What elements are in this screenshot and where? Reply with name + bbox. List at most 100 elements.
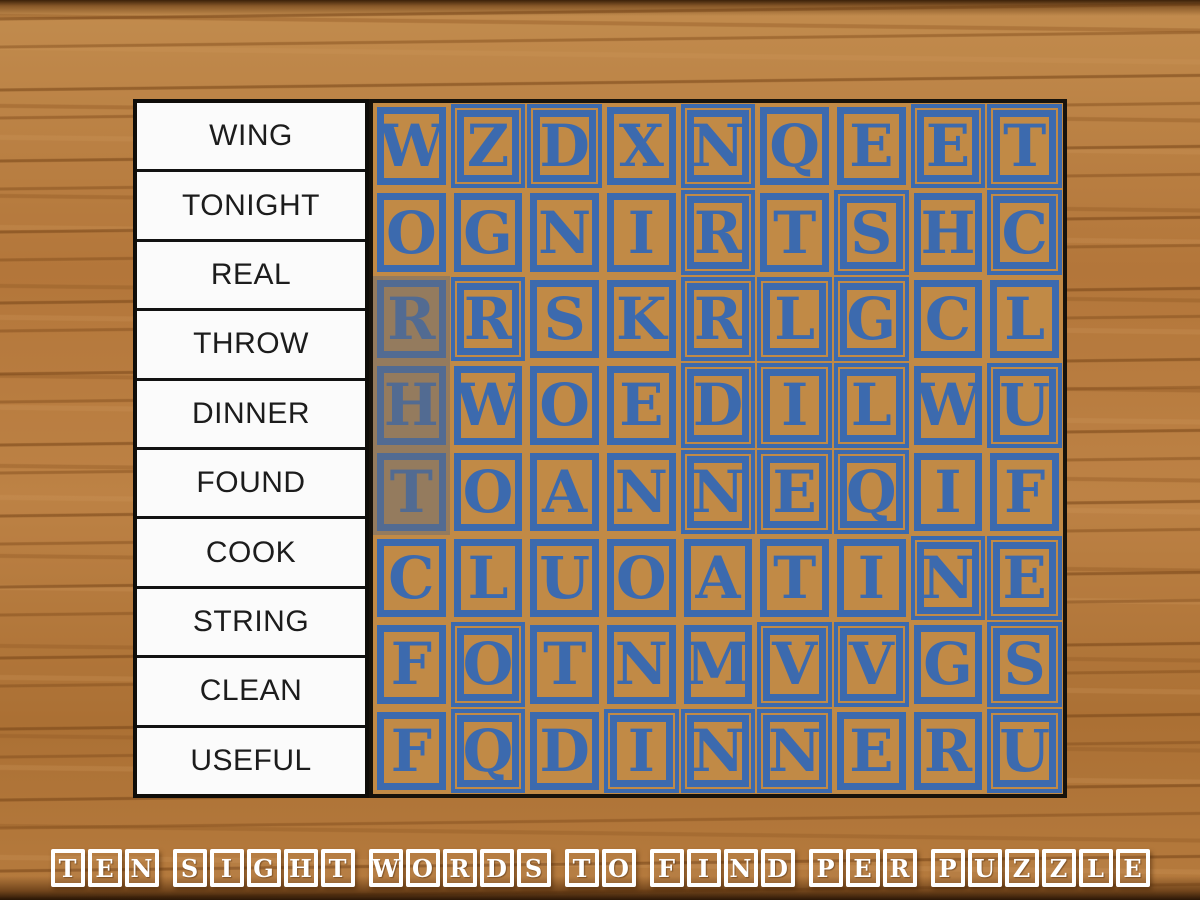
grid-cell[interactable]: W [909, 362, 987, 449]
grid-cell[interactable]: I [756, 362, 833, 449]
block-inner-frame [914, 108, 982, 185]
grid-cell[interactable]: V [832, 621, 910, 708]
grid-cell[interactable]: I [909, 448, 987, 535]
caption-letter-tile: R [882, 849, 917, 887]
grid-cell[interactable]: N [679, 103, 757, 190]
grid-cell[interactable]: O [449, 448, 527, 535]
grid-cell[interactable]: T [373, 448, 450, 535]
grid-cell[interactable]: A [679, 534, 757, 622]
grid-cell[interactable]: E [832, 103, 910, 190]
grid-cell[interactable]: X [602, 103, 680, 190]
grid-cell[interactable]: C [373, 534, 450, 622]
grid-cell[interactable]: N [602, 448, 680, 535]
grid-cell[interactable]: G [909, 621, 987, 708]
grid-cell[interactable]: D [679, 362, 757, 449]
grid-cell[interactable]: G [449, 189, 527, 276]
grid-cell[interactable]: F [986, 448, 1063, 535]
grid-letter: D [539, 716, 590, 785]
grid-cell[interactable]: L [449, 534, 527, 622]
grid-letter: G [463, 198, 513, 267]
block-inner-frame [684, 280, 752, 358]
grid-cell[interactable]: N [526, 189, 603, 276]
grid-cell[interactable]: Q [449, 707, 527, 794]
grid-letter: O [386, 198, 437, 267]
grid-cell[interactable]: G [832, 275, 910, 363]
caption-letter-tile: I [686, 849, 721, 887]
word-list-item: THROW [137, 311, 365, 378]
grid-cell[interactable]: R [679, 275, 757, 363]
letter-grid: WZDXNQEETOGNIRTSHCRRSKRLGCLHWOEDILWUTOAN… [369, 99, 1067, 798]
grid-cell[interactable]: O [449, 621, 527, 708]
grid-cell[interactable]: L [756, 275, 833, 363]
grid-cell[interactable]: R [449, 275, 527, 363]
grid-cell[interactable]: R [679, 189, 757, 276]
grid-cell[interactable]: D [526, 707, 603, 794]
grid-cell[interactable]: W [373, 103, 450, 190]
grid-cell[interactable]: I [832, 534, 910, 622]
grid-cell[interactable]: R [373, 275, 450, 363]
grid-cell[interactable]: T [986, 103, 1063, 190]
grid-cell[interactable]: V [756, 621, 833, 708]
grid-cell[interactable]: T [526, 621, 603, 708]
grid-cell[interactable]: K [602, 275, 680, 363]
block-inner-frame [531, 108, 598, 185]
grid-cell[interactable]: A [526, 448, 603, 535]
grid-cell[interactable]: I [602, 189, 680, 276]
caption-letter-tile: W [368, 849, 403, 887]
grid-cell[interactable]: N [756, 707, 833, 794]
grid-cell[interactable]: N [679, 448, 757, 535]
grid-cell[interactable]: O [526, 362, 603, 449]
grid-cell[interactable]: R [909, 707, 987, 794]
selection-highlight [373, 362, 450, 449]
grid-cell[interactable]: N [602, 621, 680, 708]
grid-letter: N [614, 630, 668, 699]
grid-cell[interactable]: E [986, 534, 1063, 622]
grid-cell[interactable]: T [756, 189, 833, 276]
grid-cell[interactable]: F [373, 621, 450, 708]
grid-cell[interactable]: H [909, 189, 987, 276]
caption-letter-tile: Z [1041, 849, 1076, 887]
grid-letter: T [773, 544, 817, 613]
grid-cell[interactable]: N [679, 707, 757, 794]
grid-cell[interactable]: T [756, 534, 833, 622]
block-inner-frame [761, 280, 828, 358]
block-inner-frame [684, 367, 752, 444]
grid-cell[interactable]: S [526, 275, 603, 363]
grid-cell[interactable]: E [602, 362, 680, 449]
grid-cell[interactable]: O [602, 534, 680, 622]
grid-cell[interactable]: H [373, 362, 450, 449]
caption-letter-tile: O [601, 849, 636, 887]
grid-cell[interactable]: N [909, 534, 987, 622]
grid-cell[interactable]: C [986, 189, 1063, 276]
grid-cell[interactable]: E [832, 707, 910, 794]
grid-cell[interactable]: U [986, 362, 1063, 449]
grid-cell[interactable]: D [526, 103, 603, 190]
grid-cell[interactable]: F [373, 707, 450, 794]
grid-cell[interactable]: Q [832, 448, 910, 535]
word-list-item: DINNER [137, 380, 365, 447]
block-inner-frame [991, 626, 1058, 703]
caption-letter-tile: S [516, 849, 551, 887]
grid-cell[interactable]: L [986, 275, 1063, 363]
grid-cell[interactable]: W [449, 362, 527, 449]
grid-cell[interactable]: E [756, 448, 833, 535]
grid-cell[interactable]: E [909, 103, 987, 190]
grid-letter: U [539, 544, 590, 613]
grid-cell[interactable]: I [602, 707, 680, 794]
grid-letter: L [774, 284, 816, 353]
grid-cell[interactable]: C [909, 275, 987, 363]
grid-cell[interactable]: M [679, 621, 757, 708]
grid-cell[interactable]: S [832, 189, 910, 276]
grid-letter: I [857, 544, 885, 613]
grid-cell[interactable]: L [832, 362, 910, 449]
grid-cell[interactable]: Q [756, 103, 833, 190]
grid-letter: Q [846, 457, 897, 526]
grid-cell[interactable]: U [526, 534, 603, 622]
grid-cell[interactable]: S [986, 621, 1063, 708]
grid-cell[interactable]: Z [449, 103, 527, 190]
grid-cell[interactable]: O [373, 189, 450, 276]
block-inner-frame [991, 539, 1058, 617]
grid-cell[interactable]: U [986, 707, 1063, 794]
